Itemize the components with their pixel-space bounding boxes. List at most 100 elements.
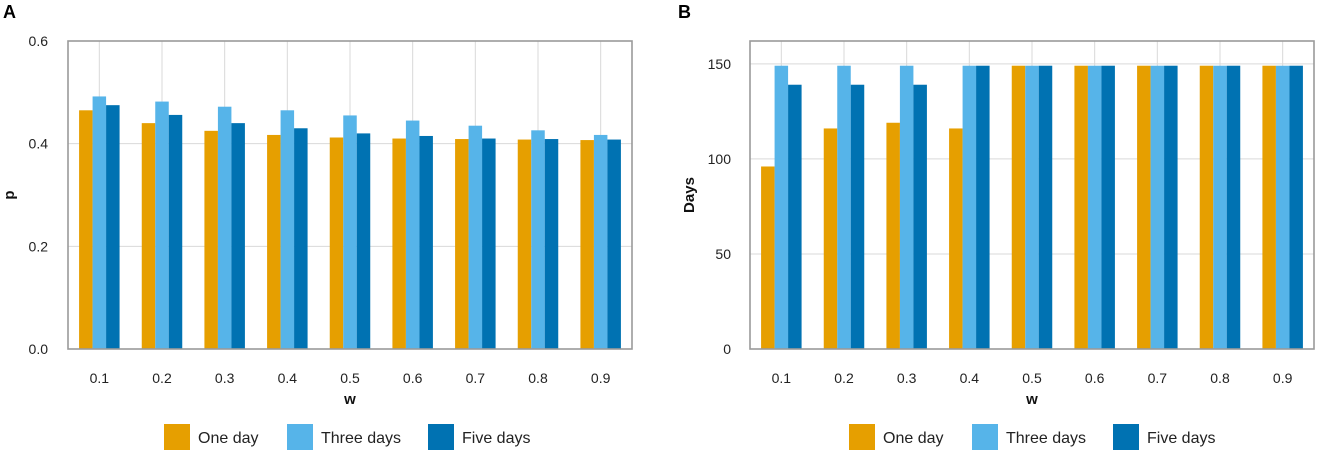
legend-label: One day xyxy=(883,430,943,447)
x-tick-label: 0.6 xyxy=(403,370,423,386)
legend-label: Five days xyxy=(462,430,530,447)
x-tick-label: 0.2 xyxy=(834,370,854,386)
bar-one-day-0.2 xyxy=(823,128,838,349)
bar-five-days-0.9 xyxy=(607,139,621,349)
x-tick-label: 0.9 xyxy=(591,370,611,386)
x-axis-title: w xyxy=(343,391,356,408)
bar-five-days-0.5 xyxy=(1038,65,1053,349)
x-tick-label: 0.2 xyxy=(152,370,172,386)
chart-panel-a: A 0.0 0.2 0.4 0.6 0.1 0.2 0.3 0.4 0.5 0.6 0.7 0.8 0.9… xyxy=(1,2,633,450)
panel-label: B xyxy=(678,2,691,22)
bar-one-day-0.1 xyxy=(761,166,775,349)
x-tick-label: 0.5 xyxy=(340,370,360,386)
x-tick-label: 0.1 xyxy=(90,370,110,386)
x-tick-label: 0.9 xyxy=(1273,370,1293,386)
legend-swatch xyxy=(287,424,313,450)
y-tick-label: 0.6 xyxy=(29,33,49,49)
bar-three-days-0.4 xyxy=(280,110,295,349)
bar-three-days-0.3 xyxy=(899,65,914,349)
bar-three-days-0.7 xyxy=(468,125,483,349)
legend-label: Three days xyxy=(1006,430,1086,447)
bar-five-days-0.9 xyxy=(1289,65,1303,349)
bar-three-days-0.9 xyxy=(1275,65,1290,349)
y-axis-title: p xyxy=(1,190,18,199)
bar-one-day-0.9 xyxy=(580,140,594,349)
plot-border xyxy=(67,40,633,350)
bar-one-day-0.5 xyxy=(1011,65,1026,349)
plot-border xyxy=(749,40,1315,350)
bar-one-day-0.6 xyxy=(1074,65,1088,349)
y-tick-label: 100 xyxy=(708,151,732,167)
bar-three-days-0.3 xyxy=(217,106,232,349)
bar-five-days-0.2 xyxy=(850,84,865,349)
bar-three-days-0.6 xyxy=(1087,65,1102,349)
legend-label: Five days xyxy=(1147,430,1215,447)
bar-five-days-0.7 xyxy=(482,138,496,349)
bar-three-days-0.1 xyxy=(774,65,789,349)
bar-three-days-0.9 xyxy=(593,134,608,349)
x-tick-label: 0.1 xyxy=(772,370,792,386)
x-tick-label: 0.8 xyxy=(1210,370,1230,386)
bar-five-days-0.1 xyxy=(788,84,802,349)
bar-one-day-0.5 xyxy=(329,137,344,349)
bar-five-days-0.7 xyxy=(1164,65,1178,349)
legend-swatch xyxy=(428,424,454,450)
bar-five-days-0.4 xyxy=(976,65,990,349)
x-tick-label: 0.8 xyxy=(528,370,548,386)
bar-five-days-0.6 xyxy=(419,135,433,349)
bar-five-days-0.5 xyxy=(356,133,371,349)
bar-three-days-0.8 xyxy=(531,130,545,349)
bar-three-days-0.4 xyxy=(962,65,977,349)
bar-one-day-0.2 xyxy=(141,123,156,349)
y-tick-label: 0.0 xyxy=(29,341,49,357)
bar-one-day-0.1 xyxy=(79,110,93,349)
legend-swatch xyxy=(849,424,875,450)
bar-one-day-0.3 xyxy=(886,122,900,350)
bar-three-days-0.5 xyxy=(1025,65,1039,349)
x-tick-label: 0.7 xyxy=(466,370,486,386)
bar-one-day-0.4 xyxy=(267,134,281,349)
y-tick-label: 150 xyxy=(708,56,732,72)
x-tick-label: 0.3 xyxy=(897,370,917,386)
bar-one-day-0.8 xyxy=(517,139,532,349)
bar-five-days-0.2 xyxy=(168,114,183,349)
bar-three-days-0.5 xyxy=(343,115,357,349)
bar-three-days-0.1 xyxy=(92,96,107,349)
legend-label: Three days xyxy=(321,430,401,447)
bar-five-days-0.6 xyxy=(1101,65,1115,349)
bar-five-days-0.1 xyxy=(106,105,120,350)
x-tick-label: 0.6 xyxy=(1085,370,1105,386)
x-tick-label: 0.7 xyxy=(1148,370,1168,386)
x-tick-label: 0.5 xyxy=(1022,370,1042,386)
y-tick-label: 50 xyxy=(715,246,731,262)
y-axis-title: Days xyxy=(681,177,698,213)
y-tick-label: 0.2 xyxy=(29,238,49,254)
bar-one-day-0.4 xyxy=(949,128,963,349)
bar-five-days-0.3 xyxy=(913,84,927,349)
bar-five-days-0.8 xyxy=(1226,65,1241,349)
x-tick-label: 0.3 xyxy=(215,370,235,386)
y-tick-label: 0.4 xyxy=(29,136,49,152)
legend-label: One day xyxy=(198,430,258,447)
x-tick-label: 0.4 xyxy=(960,370,980,386)
legend-swatch xyxy=(972,424,998,450)
bar-one-day-0.7 xyxy=(455,139,469,349)
bar-three-days-0.6 xyxy=(405,120,420,349)
legend-swatch xyxy=(164,424,190,450)
panel-label: A xyxy=(3,2,16,22)
legend-swatch xyxy=(1113,424,1139,450)
y-tick-label: 0 xyxy=(723,341,731,357)
bar-three-days-0.8 xyxy=(1213,65,1227,349)
x-tick-label: 0.4 xyxy=(278,370,298,386)
bar-one-day-0.3 xyxy=(204,130,218,349)
legend: One day Three days Five days xyxy=(849,424,1215,450)
bar-five-days-0.3 xyxy=(231,123,245,349)
bar-three-days-0.2 xyxy=(837,65,851,349)
bar-one-day-0.9 xyxy=(1262,65,1276,349)
legend: One day Three days Five days xyxy=(164,424,530,450)
bar-three-days-0.2 xyxy=(155,101,169,349)
bar-five-days-0.4 xyxy=(294,128,308,349)
x-axis-title: w xyxy=(1025,391,1038,408)
